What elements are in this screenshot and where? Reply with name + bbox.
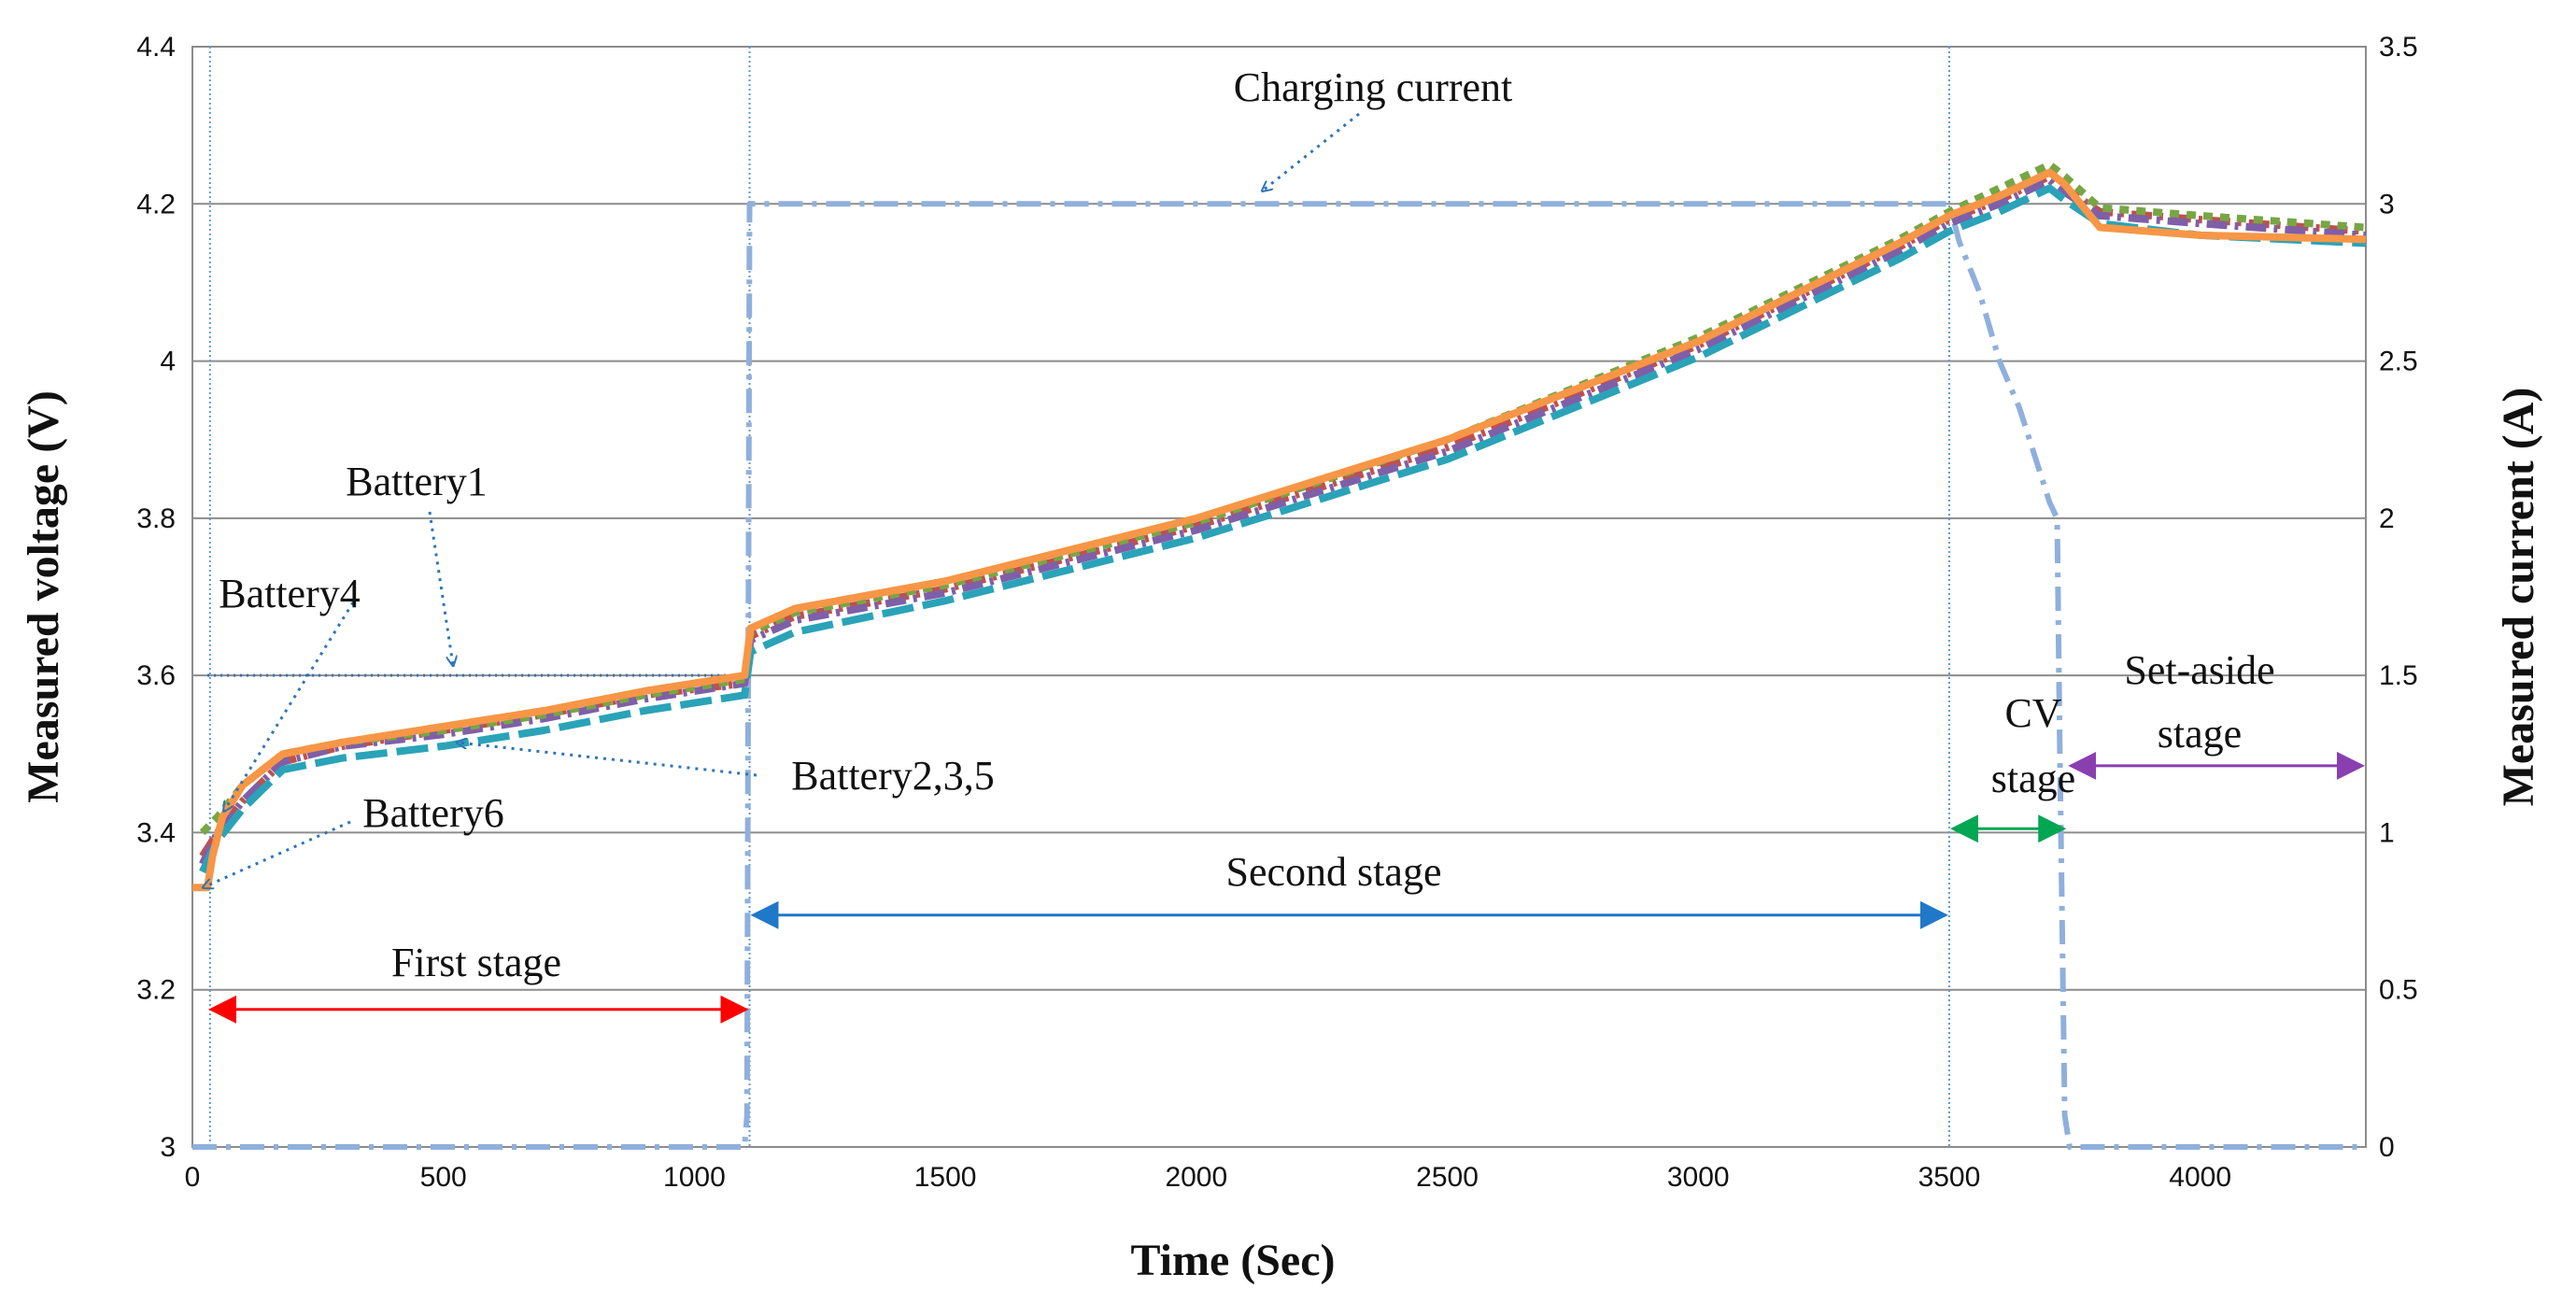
y2-tick-label: 0.5 — [2379, 975, 2418, 1006]
stage-arrows — [208, 751, 2365, 1024]
x-tick-label: 4000 — [2169, 1162, 2231, 1193]
series-line-battery3 — [199, 177, 2367, 866]
y-tick-label: 4 — [160, 347, 176, 377]
series-line-battery5 — [199, 184, 2367, 874]
charging-current-pointer — [1263, 112, 1360, 191]
battery1-label: Battery1 — [346, 459, 488, 504]
x-tick-label: 0 — [185, 1162, 201, 1193]
cv-stage-label-line1: CV — [2004, 690, 2061, 736]
x-axis-title: Time (Sec) — [1130, 1236, 1335, 1285]
y2-axis-ticks: 0 0.5 1 1.5 2 2.5 3 3.5 — [2379, 32, 2418, 1163]
plot-area-frame — [191, 46, 2367, 1148]
charging-current-label: Charging current — [1234, 64, 1513, 110]
y-tick-label: 3 — [160, 1132, 176, 1163]
y2-tick-label: 1 — [2379, 817, 2395, 848]
y-tick-label: 4.4 — [136, 32, 176, 63]
y2-tick-label: 1.5 — [2379, 660, 2418, 691]
y-axis-ticks: 3 3.2 3.4 3.6 3.8 4 4.2 4.4 — [136, 32, 176, 1163]
setaside-stage-label-line1: Set-aside — [2124, 647, 2274, 693]
series-line-battery6 — [192, 168, 2367, 892]
battery4-pointer — [224, 601, 355, 811]
y-tick-label: 3.6 — [136, 660, 176, 691]
x-tick-label: 3000 — [1667, 1162, 1730, 1193]
x-axis-ticks: 0 500 1000 1500 2000 2500 3000 3500 4000 — [185, 1162, 2231, 1193]
x-tick-label: 1000 — [663, 1162, 726, 1193]
x-tick-label: 3500 — [1918, 1162, 1981, 1193]
cv-stage-label-line2: stage — [1991, 756, 2075, 801]
annotation-pointers — [204, 112, 1360, 887]
y-axis-title: Measured voltage (V) — [19, 390, 68, 803]
y2-tick-label: 2 — [2379, 503, 2395, 534]
y-tick-label: 4.2 — [136, 189, 176, 219]
y2-tick-label: 2.5 — [2379, 347, 2418, 377]
y-tick-label: 3.2 — [136, 975, 176, 1006]
y2-tick-label: 0 — [2379, 1132, 2395, 1163]
y-tick-label: 3.4 — [136, 817, 176, 848]
battery235-pointer — [458, 743, 757, 777]
battery6-label: Battery6 — [362, 790, 504, 836]
setaside-stage-label-line2: stage — [2158, 711, 2242, 757]
series-lines — [192, 161, 2367, 1150]
battery1-pointer — [428, 511, 453, 665]
battery235-label: Battery2,3,5 — [791, 753, 995, 799]
x-tick-label: 500 — [420, 1162, 467, 1193]
first-stage-label: First stage — [391, 940, 561, 985]
y-tick-label: 3.8 — [136, 503, 176, 534]
y2-tick-label: 3.5 — [2379, 32, 2418, 63]
battery4-label: Battery4 — [219, 571, 361, 616]
x-tick-label: 2500 — [1416, 1162, 1479, 1193]
x-tick-label: 1500 — [914, 1162, 977, 1193]
second-stage-label: Second stage — [1226, 849, 1442, 895]
series-line-charging-current — [192, 201, 2366, 1150]
y2-axis-title: Measured current (A) — [2494, 388, 2543, 807]
series-line-battery2 — [199, 172, 2367, 858]
battery6-pointer — [204, 820, 351, 887]
y2-tick-label: 3 — [2379, 189, 2395, 219]
x-tick-label: 2000 — [1165, 1162, 1227, 1193]
